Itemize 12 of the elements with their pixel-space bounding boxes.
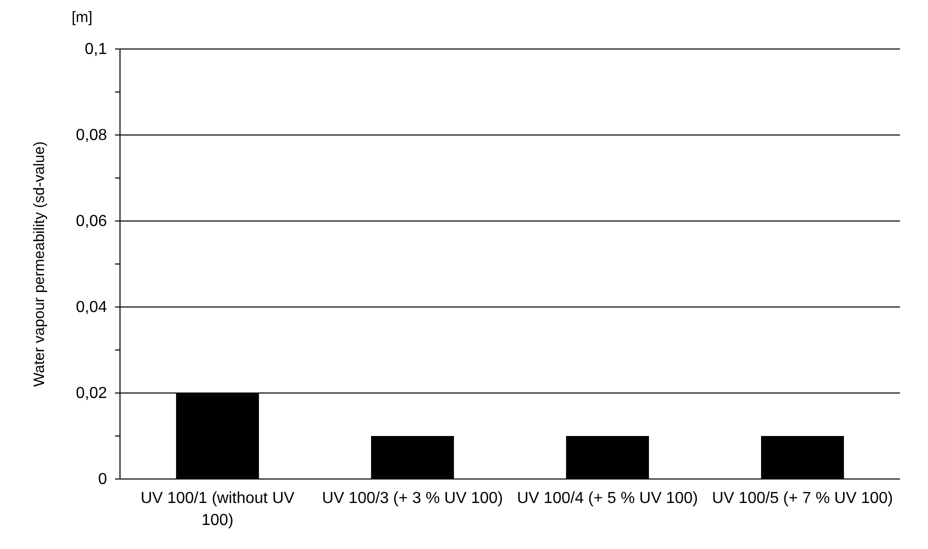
y-tick-label: 0,02	[76, 385, 108, 402]
x-tick-label: UV 100/1 (without UV 100)	[140, 490, 295, 529]
y-axis-title: Water vapour permeability (sd-value)	[31, 141, 48, 387]
x-tick-label: UV 100/4 (+ 5 % UV 100)	[517, 490, 698, 507]
y-tick-label: 0,06	[76, 213, 108, 230]
y-tick-label: 0	[98, 471, 108, 488]
text: [m]	[72, 9, 92, 26]
y-tick-label: 0,08	[76, 127, 108, 144]
y-tick-label: 0,04	[76, 299, 108, 316]
y-tick-label: 0,1	[84, 41, 108, 58]
x-tick-label: UV 100/3 (+ 3 % UV 100)	[322, 490, 503, 507]
x-tick-label: UV 100/5 (+ 7 % UV 100)	[712, 490, 893, 507]
